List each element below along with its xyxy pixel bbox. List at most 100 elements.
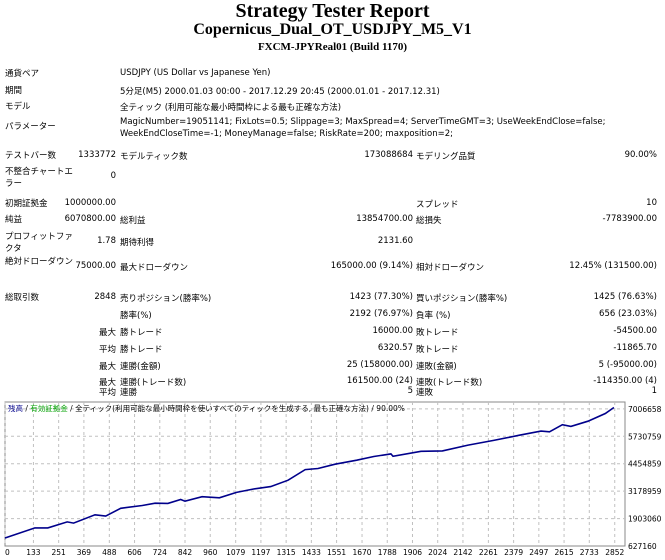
- pf-value: 1.78: [97, 236, 116, 246]
- x-tick-label: 2024: [428, 548, 447, 557]
- cons-win-label: 連勝(金額): [120, 362, 161, 372]
- legend-quality: 90.00%: [376, 404, 405, 413]
- model-label: モデル: [5, 102, 31, 112]
- symbol-label: 通貨ペア: [5, 69, 40, 79]
- period-label: 期間: [5, 86, 23, 96]
- x-tick-label: 1197: [251, 548, 270, 557]
- avg-cons-loss-value: 1: [651, 386, 657, 396]
- ticks-label: モデルティック数: [120, 152, 188, 162]
- params-label: パラメーター: [5, 122, 56, 132]
- trades-label: 総取引数: [5, 293, 40, 303]
- model-value: 全ティック (利用可能な最小時間枠による最も正確な方法): [120, 103, 342, 113]
- x-tick-label: 1433: [302, 548, 321, 557]
- x-tick-label: 2733: [580, 548, 599, 557]
- largest-win-label: 勝トレード: [120, 328, 163, 338]
- x-tick-label: 2261: [479, 548, 498, 557]
- spread-value: 10: [646, 198, 657, 208]
- loss-value: 656 (23.03%): [599, 309, 657, 319]
- legend-equity: 有効証拠金: [30, 403, 68, 413]
- max-label-2: 最大: [98, 362, 116, 372]
- gross-loss-label: 総損失: [416, 216, 442, 226]
- mismatch-label: 不整合チャートエラー: [5, 167, 73, 189]
- largest-win-value: 16000.00: [372, 326, 413, 336]
- rel-dd-value: 12.45% (131500.00): [569, 261, 657, 271]
- short-label: 売りポジション(勝率%): [120, 294, 212, 304]
- y-tick-label: 5730759: [628, 432, 662, 441]
- x-tick-label: 724: [153, 548, 168, 557]
- params-value: MagicNumber=19051141; FixLots=0.5; Slipp…: [120, 117, 606, 139]
- x-tick-label: 1551: [327, 548, 346, 557]
- gross-profit-label: 総利益: [120, 216, 146, 226]
- x-tick-label: 251: [51, 548, 66, 557]
- quality-value: 90.00%: [624, 150, 657, 160]
- avg-win-value: 6320.57: [377, 343, 413, 353]
- y-tick-label: 627160: [628, 542, 657, 551]
- x-tick-label: 369: [77, 548, 92, 557]
- chart-legend: 残高 / 有効証拠金 / 全ティック(利用可能な最小時間枠を使いすべてのティック…: [8, 403, 405, 413]
- ticks-value: 173088684: [364, 150, 413, 160]
- abs-dd-value: 75000.00: [75, 261, 116, 271]
- x-tick-label: 606: [127, 548, 142, 557]
- avg-label: 平均: [98, 345, 116, 355]
- x-tick-label: 960: [203, 548, 218, 557]
- x-tick-label: 0: [5, 548, 10, 557]
- report-title: Strategy Tester Report: [235, 0, 430, 22]
- loss-label: 負率 (%): [416, 311, 451, 321]
- x-tick-label: 1788: [378, 548, 397, 557]
- expert-name: Copernicus_Dual_OT_USDJPY_M5_V1: [193, 21, 472, 38]
- cons-loss-label: 連敗(金額): [416, 362, 457, 372]
- win-label: 勝率(%): [120, 311, 152, 321]
- x-tick-label: 2379: [504, 548, 523, 557]
- x-tick-label: 1079: [226, 548, 245, 557]
- avg-cons-loss-label: 連敗: [416, 388, 434, 398]
- legend-model: 全ティック(利用可能な最小時間枠を使いすべてのティックを生成する, 最も正確な方…: [75, 403, 369, 413]
- max-label-3: 最大: [98, 378, 116, 388]
- pf-label: プロフィットファクタ: [5, 232, 73, 254]
- x-tick-label: 133: [26, 548, 41, 557]
- legend-balance: 残高: [8, 403, 23, 413]
- cons-loss2-value: -114350.00 (4): [593, 376, 657, 386]
- max-dd-label: 最大ドローダウン: [120, 263, 189, 273]
- y-tick-label: 3178959: [628, 487, 662, 496]
- cons-loss2-label: 連敗(トレード数): [416, 378, 483, 388]
- cons-loss-value: 5 (-95000.00): [598, 360, 657, 370]
- expected-value: 2131.60: [377, 236, 413, 246]
- x-tick-label: 2615: [555, 548, 574, 557]
- avg-loss-label: 敗トレード: [416, 345, 459, 355]
- deposit-value: 1000000.00: [64, 198, 116, 208]
- symbol-value: USDJPY (US Dollar vs Japanese Yen): [120, 68, 271, 78]
- short-value: 1423 (77.30%): [349, 292, 413, 302]
- avg-cons-win-value: 5: [407, 386, 413, 396]
- balance-chart: 残高 / 有効証拠金 / 全ティック(利用可能な最小時間枠を使いすべてのティック…: [4, 401, 662, 557]
- mismatch-value: 0: [110, 171, 116, 181]
- max-label: 最大: [98, 328, 116, 338]
- avg-cons-win-label: 連勝: [120, 388, 138, 398]
- server-build: FXCM-JPYReal01 (Build 1170): [257, 41, 408, 53]
- bars-label: テストバー数: [5, 151, 57, 161]
- y-tick-label: 4454859: [628, 460, 662, 469]
- avg-loss-value: -11865.70: [613, 343, 657, 353]
- expected-label: 期待利得: [120, 238, 155, 248]
- cons-win2-label: 連勝(トレード数): [120, 378, 187, 388]
- avg-win-label: 勝トレード: [120, 345, 163, 355]
- long-value: 1425 (76.63%): [593, 292, 657, 302]
- plot-area: [4, 401, 626, 547]
- abs-dd-label: 絶対ドローダウン: [5, 257, 74, 267]
- net-value: 6070800.00: [64, 214, 116, 224]
- period-value: 5分足(M5) 2000.01.03 00:00 - 2017.12.29 20…: [120, 87, 440, 97]
- avg-label-2: 平均: [98, 388, 116, 398]
- x-tick-label: 2142: [453, 548, 472, 557]
- net-label: 純益: [5, 215, 23, 225]
- deposit-label: 初期証拠金: [5, 199, 48, 209]
- y-tick-label: 1903060: [628, 515, 662, 524]
- x-tick-label: 488: [102, 548, 117, 557]
- largest-loss-value: -54500.00: [613, 326, 657, 336]
- rel-dd-label: 相対ドローダウン: [416, 263, 485, 273]
- gross-loss-value: -7783900.00: [602, 214, 657, 224]
- x-tick-label: 1906: [403, 548, 422, 557]
- x-tick-label: 842: [178, 548, 193, 557]
- bars-value: 1333772: [78, 150, 116, 160]
- trades-value: 2848: [94, 292, 116, 302]
- cons-win-value: 25 (158000.00): [346, 360, 413, 370]
- balance-line: [4, 406, 615, 539]
